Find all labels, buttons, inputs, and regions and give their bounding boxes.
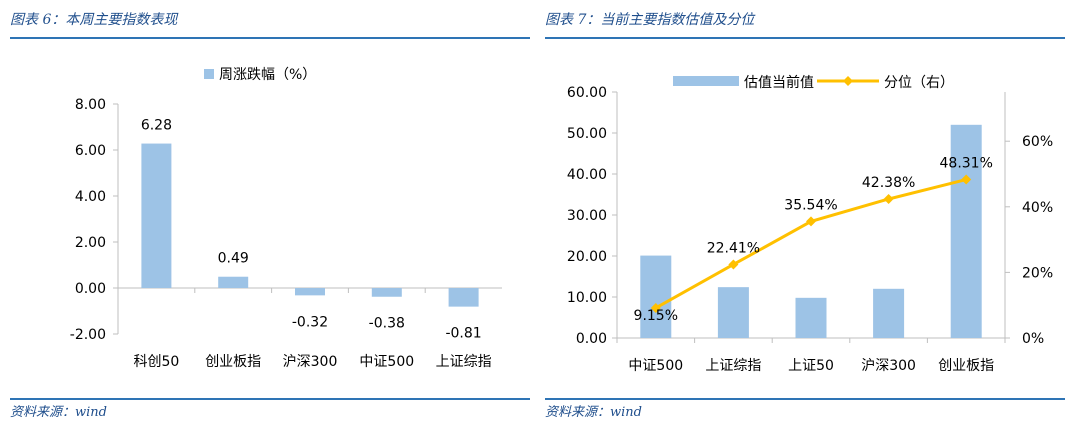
y-tick-label: 0.00 [576, 331, 607, 347]
bar-5 [448, 288, 479, 307]
left-chart-title: 图表 6：本周主要指数表现 [10, 12, 178, 28]
x-category-label: 上证50 [788, 358, 834, 374]
legend-marker-percentile [843, 76, 853, 86]
right-source-rule [545, 398, 1065, 400]
percentile-value-label: 35.54% [784, 197, 837, 213]
left-title-rule [10, 37, 530, 39]
bar-value-label: 6.28 [141, 118, 172, 134]
y2-tick-label: 20% [1022, 265, 1053, 281]
x-category-label: 科创50 [133, 354, 179, 370]
y2-tick-label: 60% [1022, 134, 1053, 150]
percentile-point-2 [728, 259, 739, 270]
y-tick-label: 20.00 [567, 249, 607, 265]
y-tick-label: 30.00 [567, 208, 607, 224]
percentile-point-5 [961, 174, 972, 185]
y-tick-label: 2.00 [75, 235, 106, 251]
x-category-label: 创业板指 [205, 354, 261, 370]
bar-3 [295, 288, 325, 296]
y-tick-label: 60.00 [567, 85, 607, 101]
valuation-percentile-chart: 估值当前值 分位（右） 60.00 50.00 40.00 30.00 20.00 10.00… [567, 74, 1053, 374]
right-title-rule [545, 37, 1065, 39]
right-chart-panel: 图表 7：当前主要指数估值及分位 估值当前值 分位（右） 60.00 50.00 40.… [545, 0, 1065, 422]
bar-4 [371, 288, 402, 297]
right-source-note: 资料来源：wind [545, 405, 642, 420]
y-tick-label: 50.00 [567, 126, 607, 142]
left-source-rule [10, 398, 530, 400]
left-chart-panel: 图表 6：本周主要指数表现 周涨跌幅（%） 8.00 6.00 4.00 2.00 0.0… [10, 0, 530, 422]
x-category-label: 中证500 [359, 354, 414, 370]
y2-tick-label: 0% [1022, 331, 1044, 347]
weekly-change-chart: 周涨跌幅（%） 8.00 6.00 4.00 2.00 0.00 -2.00 6.28 科创50… [70, 67, 502, 370]
y-tick-label: 10.00 [567, 290, 607, 306]
left-source-note: 资料来源：wind [10, 405, 107, 420]
valuation-bar-3 [795, 297, 827, 338]
y-tick-label: 8.00 [75, 97, 106, 113]
y-tick-label: -2.00 [70, 327, 106, 343]
y-tick-label: 6.00 [75, 143, 106, 159]
percentile-point-3 [806, 216, 816, 227]
percentile-value-label: 9.15% [634, 308, 678, 324]
y2-tick-label: 40% [1022, 200, 1053, 216]
y-tick-label: 4.00 [75, 189, 106, 205]
x-category-label: 沪深300 [283, 354, 338, 370]
valuation-bar-4 [873, 288, 905, 338]
bar-value-label: -0.81 [445, 326, 481, 342]
valuation-bar-5 [950, 124, 982, 338]
y-tick-label: 40.00 [567, 167, 607, 183]
legend-swatch-valuation [673, 76, 739, 86]
x-category-label: 上证综指 [705, 358, 761, 374]
bar-value-label: -0.38 [369, 316, 405, 332]
percentile-value-label: 48.31% [940, 156, 993, 172]
valuation-bar-1 [640, 255, 672, 338]
x-category-label: 创业板指 [938, 358, 994, 374]
x-category-label: 上证综指 [436, 354, 492, 370]
legend-label-weekly-change: 周涨跌幅（%） [219, 67, 316, 83]
percentile-value-label: 22.41% [707, 240, 760, 256]
legend-label-valuation: 估值当前值 [744, 74, 814, 91]
valuation-bar-2 [717, 287, 749, 338]
bar-2 [218, 276, 249, 288]
x-category-label: 中证500 [628, 358, 683, 374]
percentile-value-label: 42.38% [862, 175, 915, 191]
percentile-point-1 [650, 302, 661, 313]
legend-label-percentile: 分位（右） [884, 75, 954, 91]
bar-value-label: -0.32 [292, 314, 328, 330]
legend-swatch-weekly-change [204, 69, 214, 79]
bar-value-label: 0.49 [218, 251, 249, 267]
x-category-label: 沪深300 [861, 358, 916, 374]
percentile-point-4 [883, 193, 894, 204]
y-tick-label: 0.00 [75, 281, 106, 297]
bar-1 [141, 143, 172, 288]
right-chart-title: 图表 7：当前主要指数估值及分位 [545, 12, 755, 28]
